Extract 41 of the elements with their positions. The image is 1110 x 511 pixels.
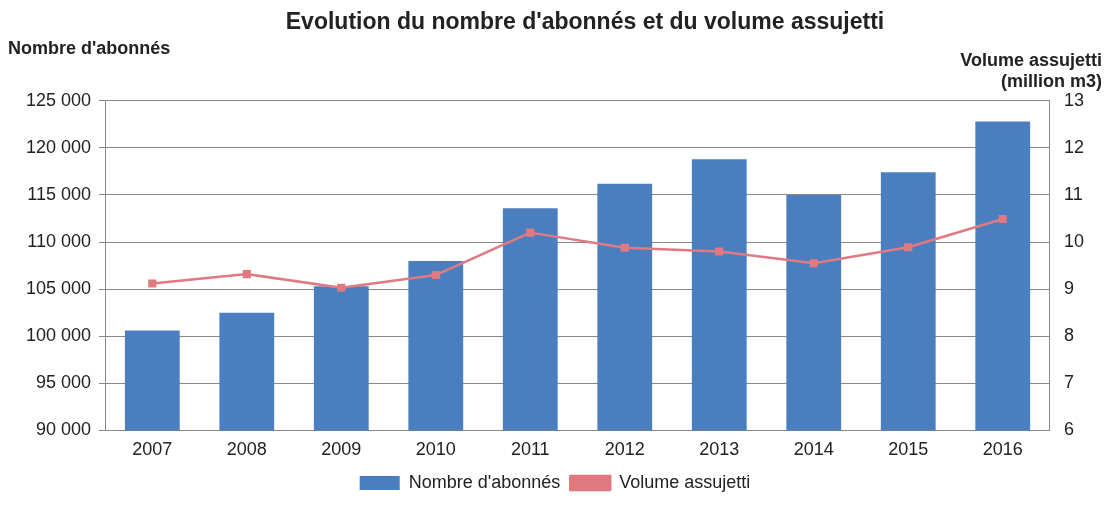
point (904, 243, 913, 252)
x-tick-label: 2016 (982, 439, 1023, 460)
point (526, 228, 535, 237)
y-tick-label: 115 000 (27, 183, 92, 204)
y2-tick-label: 8 (1063, 325, 1074, 346)
x-tick-label: 2014 (793, 439, 834, 460)
x-tick-label: 2007 (132, 439, 173, 460)
point (148, 279, 157, 288)
y2-tick-label: 12 (1063, 136, 1085, 157)
y-tick-label: 105 000 (25, 278, 92, 299)
legend-label: Nombre d'abonnés (408, 471, 561, 492)
point (242, 270, 251, 279)
x-tick-label: 2008 (226, 439, 267, 460)
point (431, 270, 440, 280)
x-tick-label: 2012 (604, 439, 645, 460)
y2-axis-title: Volume assujetti (million m3) (959, 49, 1102, 91)
point (809, 259, 818, 268)
y-axis-title: Nombre d'abonnés (8, 38, 171, 60)
x-tick-label: 2013 (699, 439, 740, 460)
x-tick-label: 2011 (510, 439, 550, 460)
y-tick-label: 125 000 (25, 89, 92, 110)
point (715, 247, 724, 256)
y2-tick-label: 7 (1063, 372, 1074, 393)
y2-tick-label: 11 (1063, 183, 1083, 204)
y2-tick-label: 9 (1063, 278, 1074, 299)
point (337, 283, 346, 292)
y2-tick-label: 10 (1063, 231, 1085, 252)
chart-title: Evolution du nombre d'abonnés et du volume assujetti (284, 8, 886, 36)
y2-tick-label: 6 (1063, 419, 1074, 440)
x-tick-label: 2009 (321, 439, 362, 460)
x-tick-label: 2015 (888, 439, 929, 460)
y-tick-label: 95 000 (36, 372, 92, 393)
point (620, 243, 629, 252)
y-tick-label: 110 000 (27, 231, 92, 252)
y-tick-label: 100 000 (25, 325, 92, 346)
y-tick-label: 120 000 (25, 136, 92, 157)
y2-tick-label: 13 (1063, 89, 1085, 110)
point (998, 214, 1007, 224)
y-tick-label: 90 000 (36, 419, 92, 440)
x-tick-label: 2010 (415, 439, 456, 460)
legend-label: Volume assujetti (619, 471, 751, 492)
